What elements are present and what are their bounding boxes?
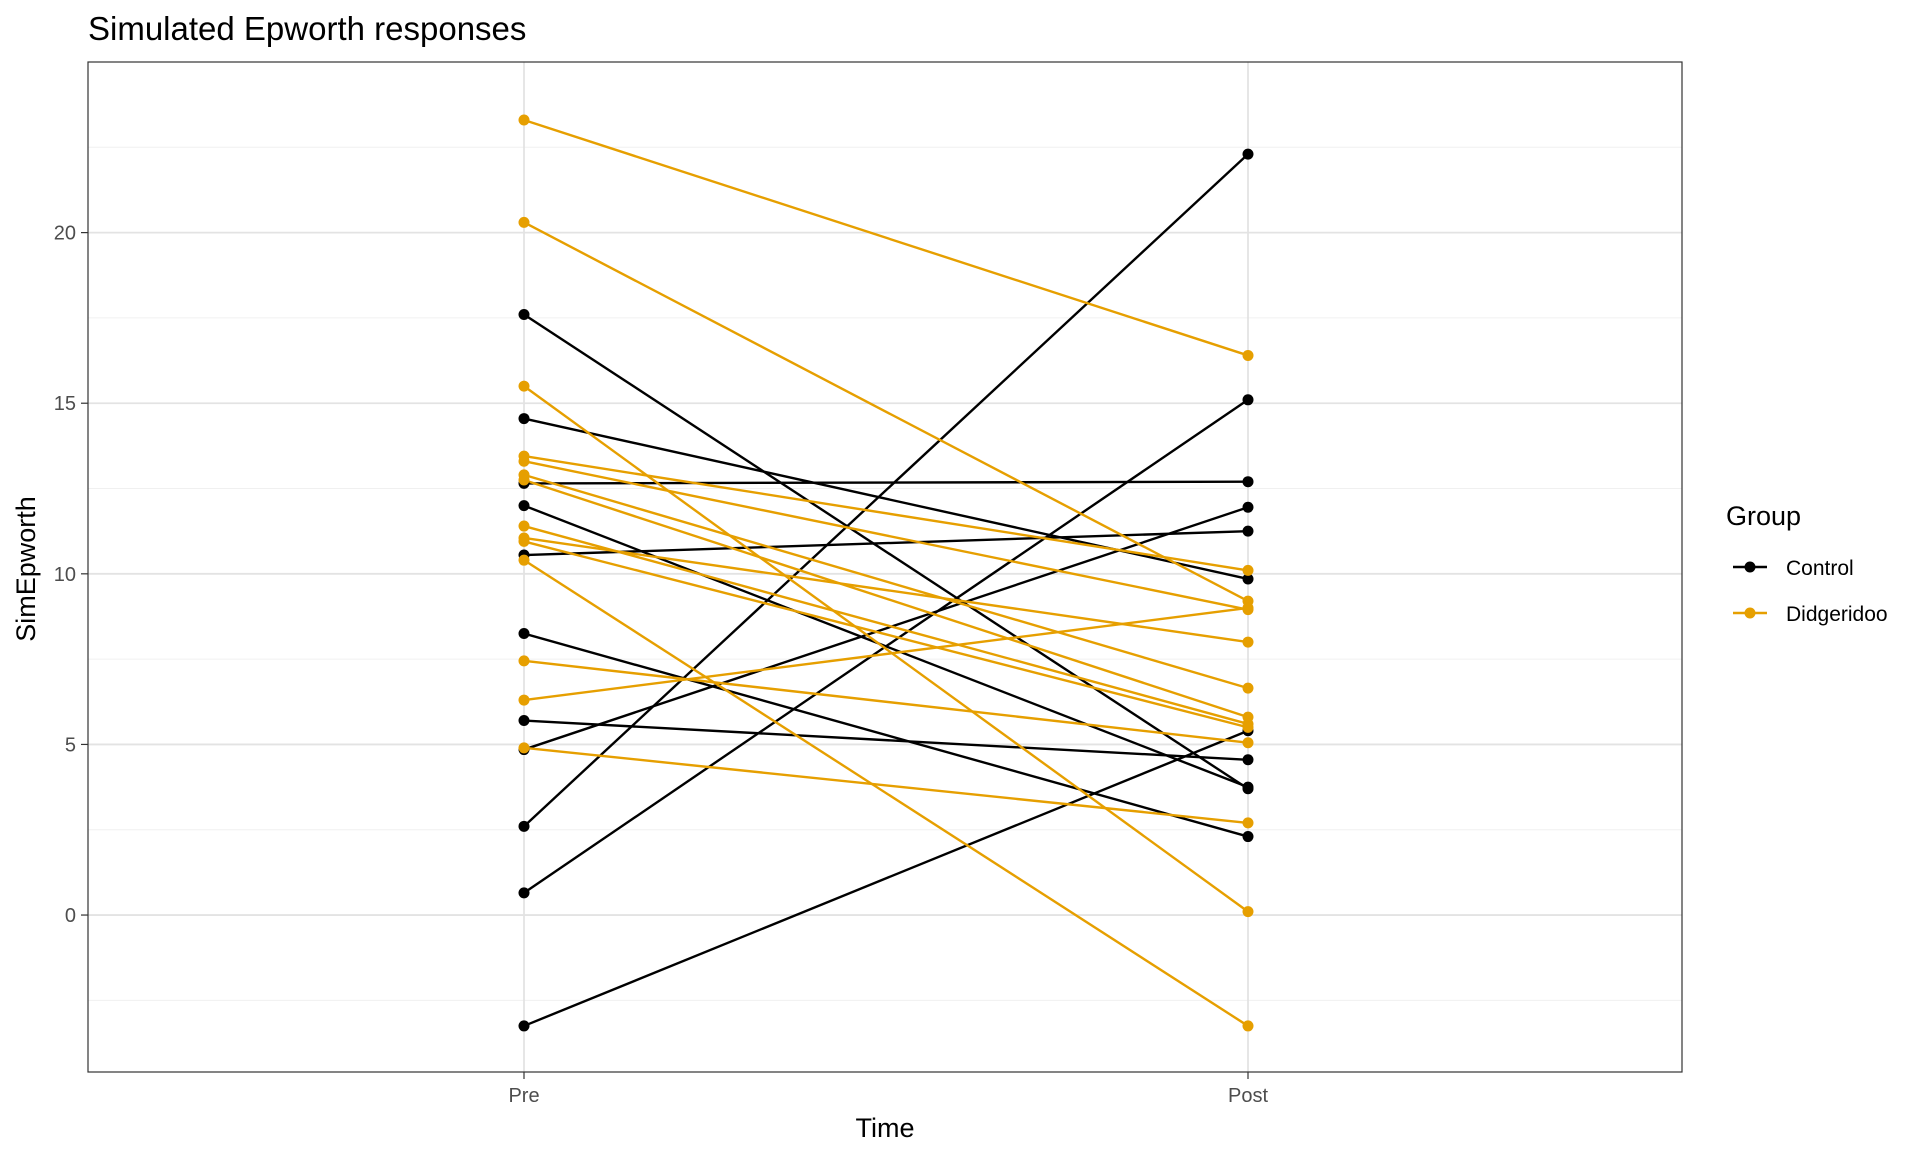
series-line-didgeridoo <box>523 460 1249 611</box>
series-line-didgeridoo <box>523 221 1249 603</box>
series-line-didgeridoo <box>523 559 1249 1027</box>
data-point-control <box>518 887 530 899</box>
data-point-didgeridoo <box>1242 636 1254 648</box>
data-point-didgeridoo <box>1242 349 1254 361</box>
data-point-control <box>518 628 530 640</box>
data-point-didgeridoo <box>1242 737 1254 749</box>
data-point-control <box>1242 148 1254 160</box>
series-line-control <box>523 153 1249 828</box>
data-point-control <box>1242 525 1254 537</box>
series-line-control <box>523 313 1249 790</box>
y-tick-label: 5 <box>65 734 76 756</box>
series-line-control <box>523 529 1249 557</box>
plot-background <box>88 62 1682 1072</box>
legend-label: Control <box>1786 557 1854 580</box>
data-point-control <box>1242 501 1254 513</box>
series-line-didgeridoo <box>523 478 1249 719</box>
series-line-didgeridoo <box>523 118 1249 357</box>
data-point-control <box>518 309 530 320</box>
y-axis-title: SimEpworth <box>11 496 41 642</box>
grid-minor <box>88 146 1682 1001</box>
data-point-control <box>1242 476 1254 488</box>
data-point-didgeridoo <box>1242 906 1254 918</box>
data-point-control <box>518 413 530 425</box>
legend-keys: Control Didgeridoo <box>1733 557 1888 626</box>
data-point-control <box>1242 831 1254 843</box>
data-point-control <box>518 820 530 832</box>
x-tick-label: Post <box>1228 1085 1268 1107</box>
data-point-control <box>518 1020 530 1032</box>
legend-label: Didgeridoo <box>1786 603 1888 626</box>
data-point-didgeridoo <box>518 742 530 754</box>
series-line-didgeridoo <box>523 536 1249 644</box>
y-tick-label: 20 <box>54 223 76 245</box>
data-point-didgeridoo <box>1242 1020 1254 1032</box>
data-point-didgeridoo <box>1242 602 1254 614</box>
legend-key-point <box>1744 607 1756 619</box>
series-line-didgeridoo <box>523 540 1249 729</box>
data-point-didgeridoo <box>518 520 530 532</box>
x-axis-title: Time <box>856 1113 915 1143</box>
series-line-control <box>523 506 1249 751</box>
series-line-didgeridoo <box>523 659 1249 744</box>
data-point-didgeridoo <box>1242 682 1254 694</box>
data-point-control <box>1242 394 1254 406</box>
series-line-control <box>523 398 1249 894</box>
y-axis: 0 5 10 15 20 <box>54 223 88 927</box>
plot-panel <box>87 61 1683 1073</box>
data-point-didgeridoo <box>518 535 530 547</box>
series-line-control <box>523 632 1249 838</box>
x-tick-label: Pre <box>508 1085 539 1107</box>
series-line-control <box>523 729 1249 1028</box>
chart-title: Simulated Epworth responses <box>88 10 526 47</box>
data-point-didgeridoo <box>518 655 530 667</box>
y-tick-label: 10 <box>54 564 76 586</box>
data-point-didgeridoo <box>518 216 530 228</box>
plot-border <box>87 61 1683 1073</box>
data-point-control <box>1242 573 1254 585</box>
x-axis: Pre Post <box>508 1072 1268 1107</box>
series-line-didgeridoo <box>523 746 1249 825</box>
data-point-didgeridoo <box>1242 564 1254 576</box>
y-tick-label: 0 <box>65 905 76 927</box>
data-point-didgeridoo <box>518 380 530 392</box>
data-point-didgeridoo <box>518 694 530 706</box>
series-lines <box>523 118 1249 1028</box>
y-tick-label: 15 <box>54 393 76 415</box>
series-line-didgeridoo <box>523 385 1249 913</box>
series-line-didgeridoo <box>523 473 1249 690</box>
legend: Group Control Didgeridoo <box>1726 501 1888 626</box>
legend-key-point <box>1744 561 1756 573</box>
data-point-didgeridoo <box>518 474 530 486</box>
data-point-didgeridoo <box>518 114 530 126</box>
series-line-didgeridoo <box>523 454 1249 572</box>
data-point-didgeridoo <box>518 455 530 467</box>
series-points <box>518 114 1254 1032</box>
data-point-control <box>1242 754 1254 766</box>
data-point-control <box>518 500 530 512</box>
legend-title: Group <box>1726 501 1801 531</box>
data-point-control <box>1242 781 1254 793</box>
data-point-didgeridoo <box>1242 817 1254 829</box>
series-line-didgeridoo <box>523 524 1249 726</box>
data-point-control <box>518 715 530 727</box>
series-line-control <box>523 719 1249 761</box>
data-point-didgeridoo <box>518 554 530 566</box>
series-line-didgeridoo <box>523 606 1249 702</box>
data-point-didgeridoo <box>1242 721 1254 733</box>
